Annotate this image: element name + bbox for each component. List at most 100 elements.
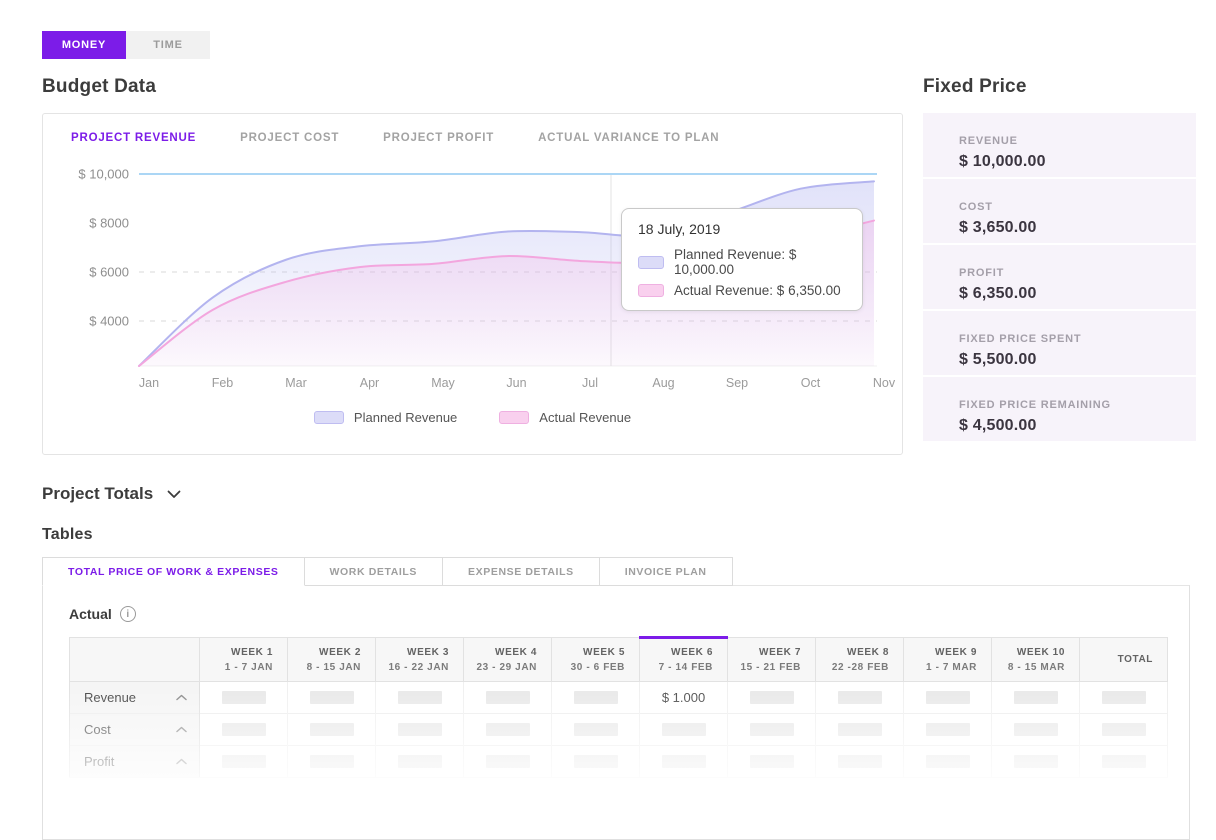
header-week-4: WEEK 4 23 - 29 JAN	[463, 637, 552, 682]
time-tab[interactable]: TIME	[126, 31, 210, 59]
placeholder-bar	[221, 691, 266, 704]
fixed-price-row-cost: COST $ 3,650.00	[923, 179, 1196, 243]
tab-invoice-plan[interactable]: INVOICE PLAN	[599, 557, 733, 586]
table-row-revenue: Revenue $ 1.000	[69, 681, 1168, 714]
placeholder-bar	[925, 723, 970, 736]
chevron-down-icon	[167, 490, 181, 498]
row-label-profit[interactable]: Profit	[69, 745, 200, 778]
placeholder-bar	[661, 723, 706, 736]
cell	[375, 681, 464, 714]
tab-expense-details[interactable]: EXPENSE DETAILS	[443, 557, 600, 586]
chart-legend: Planned Revenue Actual Revenue	[43, 410, 902, 425]
header-week-8: WEEK 8 22 -28 FEB	[815, 637, 904, 682]
svg-text:Jun: Jun	[506, 376, 526, 390]
placeholder-bar	[925, 755, 970, 768]
actual-label: Actual	[69, 606, 112, 622]
chart-tooltip: 18 July, 2019 Planned Revenue: $ 10,000.…	[621, 208, 863, 311]
placeholder-bar	[221, 723, 266, 736]
fp-label: COST	[959, 201, 993, 213]
cell	[815, 713, 904, 746]
placeholder-bar	[485, 723, 530, 736]
money-tab[interactable]: MONEY	[42, 31, 126, 59]
cell	[463, 713, 552, 746]
svg-text:Sep: Sep	[726, 376, 748, 390]
planned-revenue-swatch-icon	[313, 411, 344, 424]
cell	[463, 745, 552, 778]
fixed-price-row-revenue: REVENUE $ 10,000.00	[923, 113, 1196, 177]
row-label-revenue[interactable]: Revenue	[69, 681, 200, 714]
tooltip-actual-revenue: Actual Revenue: $ 6,350.00	[674, 283, 841, 298]
table-row-cost: Cost	[69, 713, 1168, 746]
cell	[639, 745, 728, 778]
fp-label: REVENUE	[959, 135, 1018, 147]
placeholder-bar	[1013, 755, 1058, 768]
tab-total-price[interactable]: TOTAL PRICE OF WORK & EXPENSES	[42, 557, 305, 586]
placeholder-bar	[1013, 691, 1058, 704]
chevron-up-icon	[176, 694, 187, 701]
placeholder-bar	[485, 755, 530, 768]
cell	[727, 681, 816, 714]
revenue-chart: $ 10,000 $ 8000 $ 6000 $ 4000 Jan Feb Mar Apr Ma…	[43, 158, 902, 398]
header-empty	[69, 637, 200, 682]
tooltip-date: 18 July, 2019	[638, 221, 721, 237]
fp-value: $ 5,500.00	[959, 351, 1037, 368]
placeholder-bar	[397, 691, 442, 704]
placeholder-bar	[1013, 723, 1058, 736]
tab-project-revenue[interactable]: PROJECT REVENUE	[71, 132, 197, 144]
tab-project-cost[interactable]: PROJECT COST	[240, 132, 340, 144]
placeholder-bar	[837, 691, 882, 704]
cell	[551, 745, 640, 778]
cell	[375, 745, 464, 778]
cell	[815, 745, 904, 778]
fp-label: FIXED PRICE REMAINING	[959, 399, 1111, 411]
svg-text:Mar: Mar	[285, 376, 307, 390]
tab-actual-variance[interactable]: ACTUAL VARIANCE TO PLAN	[538, 132, 720, 144]
cell	[551, 681, 640, 714]
svg-text:Apr: Apr	[360, 376, 379, 390]
cell-total	[1079, 713, 1168, 746]
cell	[287, 745, 376, 778]
cell	[903, 713, 992, 746]
svg-text:Jul: Jul	[582, 376, 598, 390]
cell	[551, 713, 640, 746]
project-totals-toggle[interactable]: Project Totals	[42, 484, 181, 504]
placeholder-bar	[309, 755, 354, 768]
cell	[463, 681, 552, 714]
placeholder-bar	[221, 755, 266, 768]
svg-text:Jan: Jan	[139, 376, 159, 390]
svg-text:Aug: Aug	[652, 376, 674, 390]
header-week-7: WEEK 7 15 - 21 FEB	[727, 637, 816, 682]
chart-tabs: PROJECT REVENUE PROJECT COST PROJECT PRO…	[43, 114, 902, 144]
svg-text:$ 6000: $ 6000	[89, 265, 129, 280]
fixed-price-row-remaining: FIXED PRICE REMAINING $ 4,500.00	[923, 377, 1196, 441]
actual-header: Actual i	[69, 606, 1189, 622]
placeholder-bar	[749, 723, 794, 736]
placeholder-bar	[837, 755, 882, 768]
tables-title: Tables	[42, 526, 93, 543]
svg-text:Feb: Feb	[212, 376, 234, 390]
project-totals-label: Project Totals	[42, 484, 154, 503]
tab-project-profit[interactable]: PROJECT PROFIT	[383, 132, 495, 144]
cell	[991, 745, 1080, 778]
placeholder-bar	[749, 691, 794, 704]
info-icon[interactable]: i	[119, 606, 136, 622]
svg-text:$ 8000: $ 8000	[89, 216, 129, 231]
cell	[727, 713, 816, 746]
budget-chart-card: PROJECT REVENUE PROJECT COST PROJECT PRO…	[42, 113, 903, 455]
fp-value: $ 4,500.00	[959, 417, 1037, 434]
cell-total	[1079, 681, 1168, 714]
row-label-cost[interactable]: Cost	[69, 713, 200, 746]
cell	[375, 713, 464, 746]
svg-text:Nov: Nov	[873, 376, 896, 390]
cell	[903, 681, 992, 714]
cell	[991, 681, 1080, 714]
placeholder-bar	[573, 691, 618, 704]
legend-planned-label: Planned Revenue	[353, 410, 458, 425]
tab-work-details[interactable]: WORK DETAILS	[304, 557, 444, 586]
fp-label: FIXED PRICE SPENT	[959, 333, 1082, 345]
placeholder-bar	[749, 755, 794, 768]
